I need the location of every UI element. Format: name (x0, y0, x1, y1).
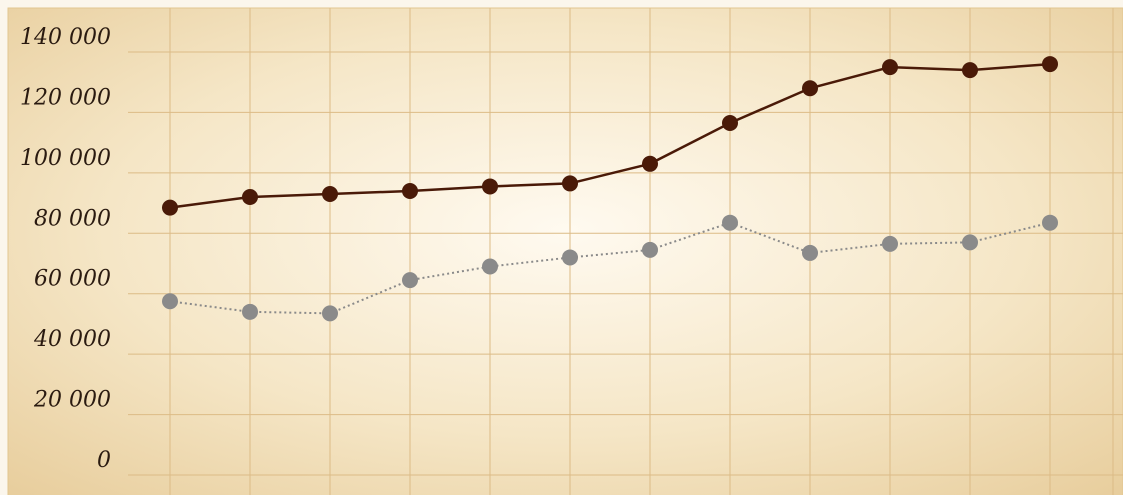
series-2-point (242, 303, 258, 320)
y-tick-label: 140 000 (20, 25, 111, 50)
series-2-point (162, 293, 178, 310)
series-2-point (1042, 214, 1058, 231)
y-tick-label: 0 (97, 448, 111, 473)
series-1-point (402, 182, 418, 199)
series-layer (162, 56, 1058, 322)
series-1-point (562, 175, 578, 192)
series-1-point (242, 189, 258, 206)
series-1-point (962, 62, 978, 79)
series-1-point (882, 59, 898, 76)
series-2-point (722, 214, 738, 231)
y-tick-label: 40 000 (33, 327, 111, 352)
y-tick-label: 60 000 (34, 267, 111, 292)
series-1-point (1042, 56, 1058, 73)
series-1-line (169, 62, 1051, 209)
y-tick-label: 120 000 (20, 85, 111, 110)
series-1-point (322, 186, 338, 203)
series-1-point (642, 155, 658, 172)
series-2-point (482, 258, 498, 275)
y-axis-tick-labels: 0 20 000 40 000 60 000 80 000 100 000 120 000 1… (20, 25, 111, 473)
series-2-point (402, 272, 418, 289)
series-2-point (802, 244, 818, 261)
series-1-point (802, 80, 818, 97)
series-1-point (162, 199, 178, 216)
series-2-point (882, 235, 898, 252)
y-tick-label: 80 000 (34, 206, 111, 231)
series-2-point (962, 234, 978, 251)
series-2-point (642, 241, 658, 258)
y-tick-label: 20 000 (33, 388, 111, 413)
series-1-point (722, 115, 738, 132)
grid (128, 8, 1123, 495)
series-2-point (562, 249, 578, 266)
series-1-point (482, 178, 498, 195)
y-tick-label: 100 000 (20, 146, 111, 171)
series-2-point (322, 305, 338, 322)
